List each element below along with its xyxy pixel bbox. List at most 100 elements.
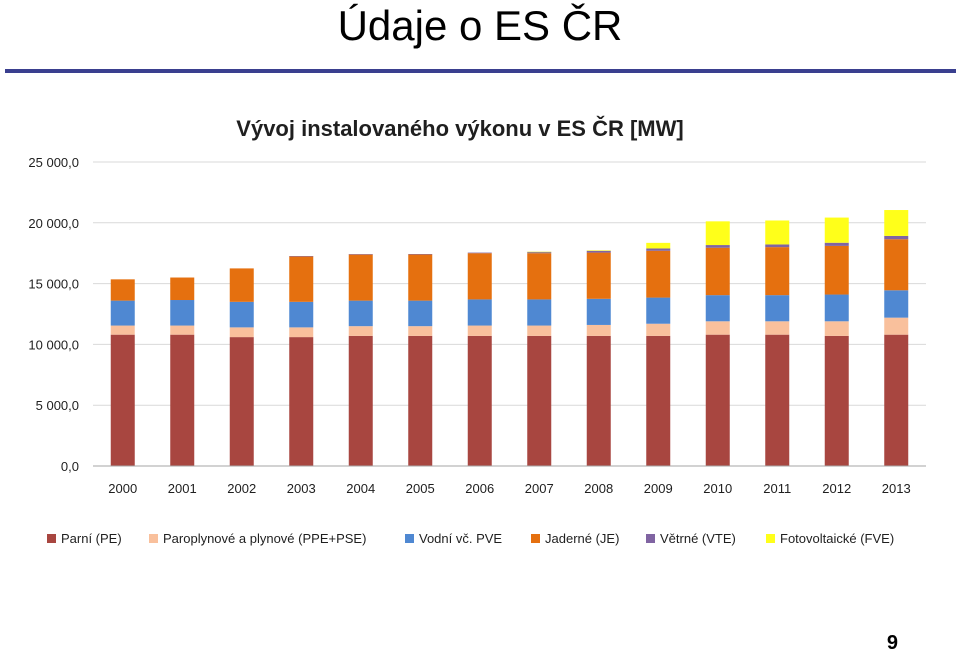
bar-segment <box>348 335 373 466</box>
bar-segment <box>586 250 611 251</box>
bar-segment <box>467 299 492 326</box>
bar-segment <box>705 247 730 296</box>
legend-label: Paroplynové a plynové (PPE+PSE) <box>163 531 366 546</box>
bar-segment <box>646 250 671 298</box>
page-number: 9 <box>886 632 898 654</box>
legend-swatch <box>531 534 540 543</box>
x-tick-label: 2009 <box>644 481 673 496</box>
legend: Parní (PE) Paroplynové a plynové (PPE+PSE… <box>47 531 894 546</box>
bar-segment <box>289 256 314 302</box>
x-tick-label: 2012 <box>822 481 851 496</box>
bar-segment <box>170 334 195 466</box>
bar-segment <box>765 220 790 245</box>
bar-segment <box>884 239 909 291</box>
bar-segment <box>348 254 373 301</box>
bar-segment <box>824 294 849 322</box>
bar-segment <box>527 299 552 326</box>
legend-label: Vodní vč. PVE <box>419 531 502 546</box>
bar-segment <box>110 325 135 335</box>
y-tick-label: 5 000,0 <box>36 398 79 413</box>
chart-title: Vývoj instalovaného výkonu v ES ČR [MW] <box>236 116 683 141</box>
bar-segment <box>705 334 730 466</box>
x-axis-tick-labels: 2000 2001 2002 2003 2004 2005 2006 2007 2008 2009… <box>108 481 910 496</box>
title-divider <box>5 69 956 73</box>
legend-swatch <box>47 534 56 543</box>
stacked-bar-chart: Vývoj instalovaného výkonu v ES ČR [MW] … <box>28 116 926 546</box>
bar-segment <box>527 251 552 254</box>
bar-segment <box>467 335 492 466</box>
bar-segment <box>229 301 254 328</box>
bar-segment <box>348 254 373 255</box>
bar-segment <box>884 290 909 318</box>
bar-segment <box>527 325 552 336</box>
bar-segment <box>884 235 909 240</box>
bar-segment <box>170 277 195 301</box>
x-tick-label: 2007 <box>525 481 554 496</box>
bar-segment <box>586 324 611 336</box>
bar-segment <box>110 279 135 301</box>
legend-swatch <box>646 534 655 543</box>
bar-segment <box>408 300 433 327</box>
bar-segment <box>765 244 790 248</box>
bar-segment <box>408 254 433 301</box>
legend-swatch <box>766 534 775 543</box>
bar-segment <box>586 250 611 253</box>
bar-segment <box>824 335 849 466</box>
bar-segment <box>348 326 373 336</box>
x-tick-label: 2010 <box>703 481 732 496</box>
bar-segment <box>527 335 552 466</box>
y-axis-tick-labels: 0,0 5 000,0 10 000,0 15 000,0 20 000,0 25 000… <box>28 155 79 474</box>
bar-segment <box>110 300 135 326</box>
bar-segment <box>765 247 790 296</box>
bar-segment <box>646 248 671 251</box>
legend-label: Jaderné (JE) <box>545 531 619 546</box>
bar-segment <box>705 321 730 335</box>
slide-title: Údaje o ES ČR <box>337 2 623 49</box>
x-tick-label: 2004 <box>346 481 375 496</box>
bar-segment <box>586 335 611 466</box>
bar-segment <box>586 252 611 299</box>
legend-label: Parní (PE) <box>61 531 122 546</box>
x-tick-label: 2011 <box>763 481 791 496</box>
x-tick-label: 2003 <box>287 481 316 496</box>
bar-segment <box>110 334 135 466</box>
bar-segment <box>408 335 433 466</box>
x-tick-label: 2005 <box>406 481 435 496</box>
y-tick-label: 25 000,0 <box>28 155 79 170</box>
bar-segment <box>765 321 790 335</box>
bars <box>110 210 909 466</box>
legend-label: Větrné (VTE) <box>660 531 736 546</box>
legend-swatch <box>405 534 414 543</box>
y-tick-label: 20 000,0 <box>28 216 79 231</box>
bar-segment <box>289 301 314 328</box>
bar-segment <box>824 217 849 243</box>
legend-label: Fotovoltaické (FVE) <box>780 531 894 546</box>
bar-segment <box>824 242 849 246</box>
x-tick-label: 2002 <box>227 481 256 496</box>
legend-swatch <box>149 534 158 543</box>
y-tick-label: 0,0 <box>61 459 79 474</box>
bar-segment <box>170 325 195 335</box>
bar-segment <box>646 242 671 249</box>
bar-segment <box>229 327 254 338</box>
bar-segment <box>884 317 909 335</box>
bar-segment <box>884 210 909 236</box>
bar-segment <box>408 254 433 255</box>
gridlines <box>93 161 926 406</box>
bar-segment <box>824 321 849 336</box>
bar-segment <box>646 335 671 466</box>
bar-segment <box>229 268 254 302</box>
bar-segment <box>824 245 849 295</box>
y-tick-label: 15 000,0 <box>28 277 79 292</box>
bar-segment <box>884 334 909 466</box>
bar-segment <box>646 297 671 324</box>
bar-segment <box>527 253 552 300</box>
bar-segment <box>348 300 373 327</box>
bar-segment <box>467 253 492 300</box>
y-tick-label: 10 000,0 <box>28 337 79 352</box>
x-tick-label: 2013 <box>882 481 911 496</box>
bar-segment <box>289 327 314 338</box>
bar-segment <box>229 337 254 466</box>
bar-segment <box>705 295 730 322</box>
bar-segment <box>467 252 492 254</box>
